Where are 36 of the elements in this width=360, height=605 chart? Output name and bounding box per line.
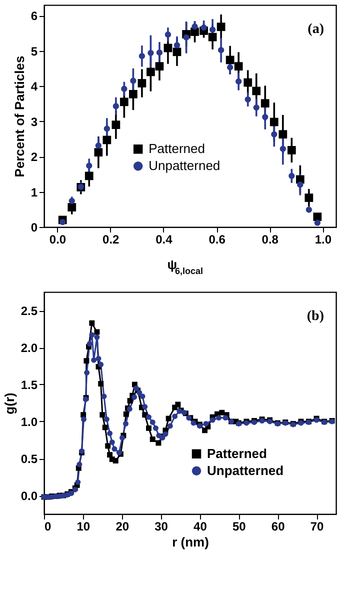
y-tick-label: 1.0 xyxy=(20,415,38,429)
x-tick-label: 0.0 xyxy=(49,232,66,246)
y-tick-label: 0 xyxy=(30,220,38,234)
x-tick-label: 10 xyxy=(76,520,90,534)
y-tick-label: 1 xyxy=(30,185,38,200)
x-tick-label: 60 xyxy=(271,520,286,534)
y-tick-label: 2 xyxy=(30,150,38,164)
x-tick-label: 0.6 xyxy=(208,232,226,246)
legend-label: Patterned xyxy=(207,446,268,461)
y-tick-label: 0.5 xyxy=(20,452,38,466)
x-tick-label: 0.4 xyxy=(156,232,173,246)
y-tick-label: 2.5 xyxy=(20,304,38,318)
y-tick-label: 6 xyxy=(30,9,38,24)
x-tick-label: 1.0 xyxy=(314,232,332,246)
y-tick-label: 1.5 xyxy=(20,378,38,392)
y-tick-label: 5 xyxy=(30,44,38,58)
y-axis-title: g(r) xyxy=(2,392,17,414)
y-tick-label: 4 xyxy=(30,80,38,94)
x-tick-label: 0.8 xyxy=(262,232,279,246)
annotation: (a) xyxy=(308,22,324,37)
x-tick-label: 0.2 xyxy=(102,232,120,246)
y-tick-label: 3 xyxy=(30,114,38,129)
x-tick-label: 30 xyxy=(154,520,168,534)
legend-label: Unpatterned xyxy=(207,462,284,478)
y-tick-label: 0.0 xyxy=(20,489,38,503)
annotation: (b) xyxy=(306,309,324,324)
x-tick-label: 70 xyxy=(310,520,324,534)
x-tick-label: 50 xyxy=(232,520,246,534)
legend-label: Unpatterned xyxy=(148,158,220,174)
y-tick-label: 2.0 xyxy=(20,341,38,355)
x-tick-label: 0 xyxy=(44,520,52,534)
x-axis-title: r (nm) xyxy=(172,534,209,550)
y-axis-title: Percent of Particles xyxy=(12,56,27,178)
legend-label: Patterned xyxy=(148,141,205,156)
x-tick-label: 20 xyxy=(116,520,130,534)
x-tick-label: 40 xyxy=(194,520,208,534)
